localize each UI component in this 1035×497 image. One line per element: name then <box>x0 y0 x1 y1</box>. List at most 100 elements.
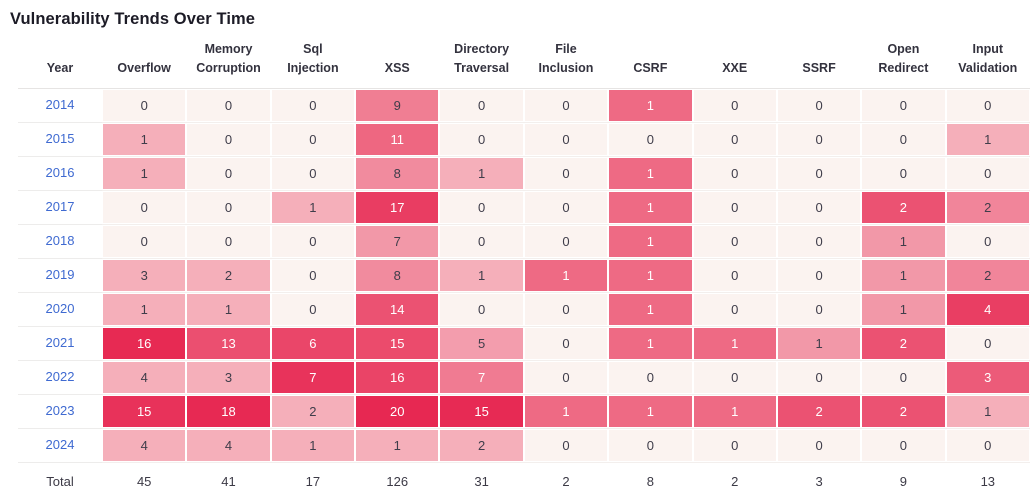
heat-cell-value: 16 <box>103 327 186 359</box>
heat-cell-value: 0 <box>609 361 692 393</box>
heat-cell-2016-file-inclusion: 0 <box>523 156 609 191</box>
heat-cell-2022-csrf: 0 <box>608 360 693 395</box>
heat-cell-value: 1 <box>946 395 1029 427</box>
heat-cell-2017-ssrf: 0 <box>776 190 862 225</box>
column-header-file-inclusion: File Inclusion <box>523 38 609 89</box>
heat-cell-value: 1 <box>524 395 608 427</box>
heat-cell-2022-xxe: 0 <box>692 360 777 395</box>
year-link-2024[interactable]: 2024 <box>45 437 75 452</box>
heat-cell-value: 0 <box>524 123 608 155</box>
year-link-2016[interactable]: 2016 <box>45 165 75 180</box>
heat-cell-value: 2 <box>777 395 861 427</box>
heat-cell-value: 1 <box>609 327 692 359</box>
heat-cell-2020-xxe: 0 <box>692 292 777 327</box>
heat-cell-2019-csrf: 1 <box>608 258 693 293</box>
heat-cell-2018-memory-corruption: 0 <box>186 224 271 259</box>
heat-cell-value: 0 <box>524 89 608 121</box>
heat-cell-2023-directory-traversal: 15 <box>439 394 524 429</box>
heat-cell-value: 2 <box>946 259 1029 291</box>
heat-cell-value: 0 <box>187 225 270 257</box>
heat-cell-2021-xxe: 1 <box>692 326 777 361</box>
column-header-csrf: CSRF <box>608 38 693 89</box>
heat-cell-2021-csrf: 1 <box>608 326 693 361</box>
year-cell: 2019 <box>18 258 102 293</box>
heat-cell-value: 0 <box>609 429 692 461</box>
year-link-2023[interactable]: 2023 <box>45 403 75 418</box>
column-total-sql-injection: 17 <box>270 462 356 497</box>
heat-cell-2015-ssrf: 0 <box>776 122 862 157</box>
year-link-2022[interactable]: 2022 <box>45 369 75 384</box>
heat-cell-2024-xxe: 0 <box>692 428 777 463</box>
heat-cell-value: 0 <box>271 293 355 325</box>
year-cell: 2020 <box>18 292 102 327</box>
heat-cell-2022-file-inclusion: 0 <box>523 360 609 395</box>
year-link-2021[interactable]: 2021 <box>45 335 75 350</box>
heat-cell-value: 1 <box>103 293 186 325</box>
heat-cell-2023-input-validation: 1 <box>945 394 1030 429</box>
heat-cell-value: 0 <box>524 327 608 359</box>
heat-cell-value: 1 <box>862 293 945 325</box>
heat-cell-2024-input-validation: 0 <box>945 428 1030 463</box>
heat-cell-2016-overflow: 1 <box>102 156 187 191</box>
heat-cell-value: 1 <box>609 259 692 291</box>
heat-cell-2021-file-inclusion: 0 <box>523 326 609 361</box>
heat-cell-value: 0 <box>440 123 523 155</box>
heat-cell-value: 2 <box>862 395 945 427</box>
heat-cell-value: 0 <box>524 225 608 257</box>
year-link-2015[interactable]: 2015 <box>45 131 75 146</box>
heat-cell-value: 1 <box>271 429 355 461</box>
heat-cell-value: 2 <box>946 191 1029 223</box>
heat-cell-value: 0 <box>946 157 1029 189</box>
heat-cell-value: 0 <box>862 123 945 155</box>
heat-cell-2024-memory-corruption: 4 <box>186 428 271 463</box>
heat-cell-value: 0 <box>693 89 776 121</box>
heat-cell-2015-csrf: 0 <box>608 122 693 157</box>
heat-cell-value: 0 <box>946 327 1029 359</box>
heat-cell-2018-csrf: 1 <box>608 224 693 259</box>
heat-cell-2022-overflow: 4 <box>102 360 187 395</box>
heat-cell-value: 1 <box>271 191 355 223</box>
year-link-2018[interactable]: 2018 <box>45 233 75 248</box>
heat-cell-2016-open-redirect: 0 <box>861 156 946 191</box>
heat-cell-value: 0 <box>187 191 270 223</box>
heat-cell-2014-xxe: 0 <box>692 88 777 123</box>
heat-cell-value: 7 <box>356 225 439 257</box>
heat-cell-value: 0 <box>271 123 355 155</box>
heat-cell-2015-xxe: 0 <box>692 122 777 157</box>
heat-cell-2015-directory-traversal: 0 <box>439 122 524 157</box>
heat-cell-2014-overflow: 0 <box>102 88 187 123</box>
column-total-directory-traversal: 31 <box>439 462 524 497</box>
heat-cell-2019-xxe: 0 <box>692 258 777 293</box>
heat-cell-value: 0 <box>524 191 608 223</box>
heat-cell-value: 0 <box>693 293 776 325</box>
heat-cell-value: 0 <box>187 157 270 189</box>
heat-cell-2017-csrf: 1 <box>608 190 693 225</box>
year-link-2020[interactable]: 2020 <box>45 301 75 316</box>
year-link-2019[interactable]: 2019 <box>45 267 75 282</box>
table-row: 2019 3 2 0 8 1 1 1 0 0 1 2 <box>18 258 1030 293</box>
heat-cell-2022-open-redirect: 0 <box>861 360 946 395</box>
heat-cell-2022-directory-traversal: 7 <box>439 360 524 395</box>
heat-cell-2015-sql-injection: 0 <box>270 122 356 157</box>
year-cell: 2022 <box>18 360 102 395</box>
table-row: 2015 1 0 0 11 0 0 0 0 0 0 1 <box>18 122 1030 157</box>
year-link-2017[interactable]: 2017 <box>45 199 75 214</box>
heat-cell-2019-ssrf: 0 <box>776 258 862 293</box>
heat-cell-2014-file-inclusion: 0 <box>523 88 609 123</box>
heat-cell-2014-ssrf: 0 <box>776 88 862 123</box>
heat-cell-2021-directory-traversal: 5 <box>439 326 524 361</box>
heat-cell-2019-sql-injection: 0 <box>270 258 356 293</box>
heat-cell-value: 5 <box>440 327 523 359</box>
heat-cell-value: 0 <box>777 293 861 325</box>
heat-cell-value: 0 <box>862 89 945 121</box>
heat-cell-value: 0 <box>440 225 523 257</box>
heat-cell-2024-overflow: 4 <box>102 428 187 463</box>
total-label: Total <box>18 462 102 497</box>
heat-cell-2022-sql-injection: 7 <box>270 360 356 395</box>
heat-cell-2014-open-redirect: 0 <box>861 88 946 123</box>
year-link-2014[interactable]: 2014 <box>45 97 75 112</box>
year-cell: 2017 <box>18 190 102 225</box>
heat-cell-value: 0 <box>777 191 861 223</box>
heat-cell-2022-ssrf: 0 <box>776 360 862 395</box>
heat-cell-2020-overflow: 1 <box>102 292 187 327</box>
